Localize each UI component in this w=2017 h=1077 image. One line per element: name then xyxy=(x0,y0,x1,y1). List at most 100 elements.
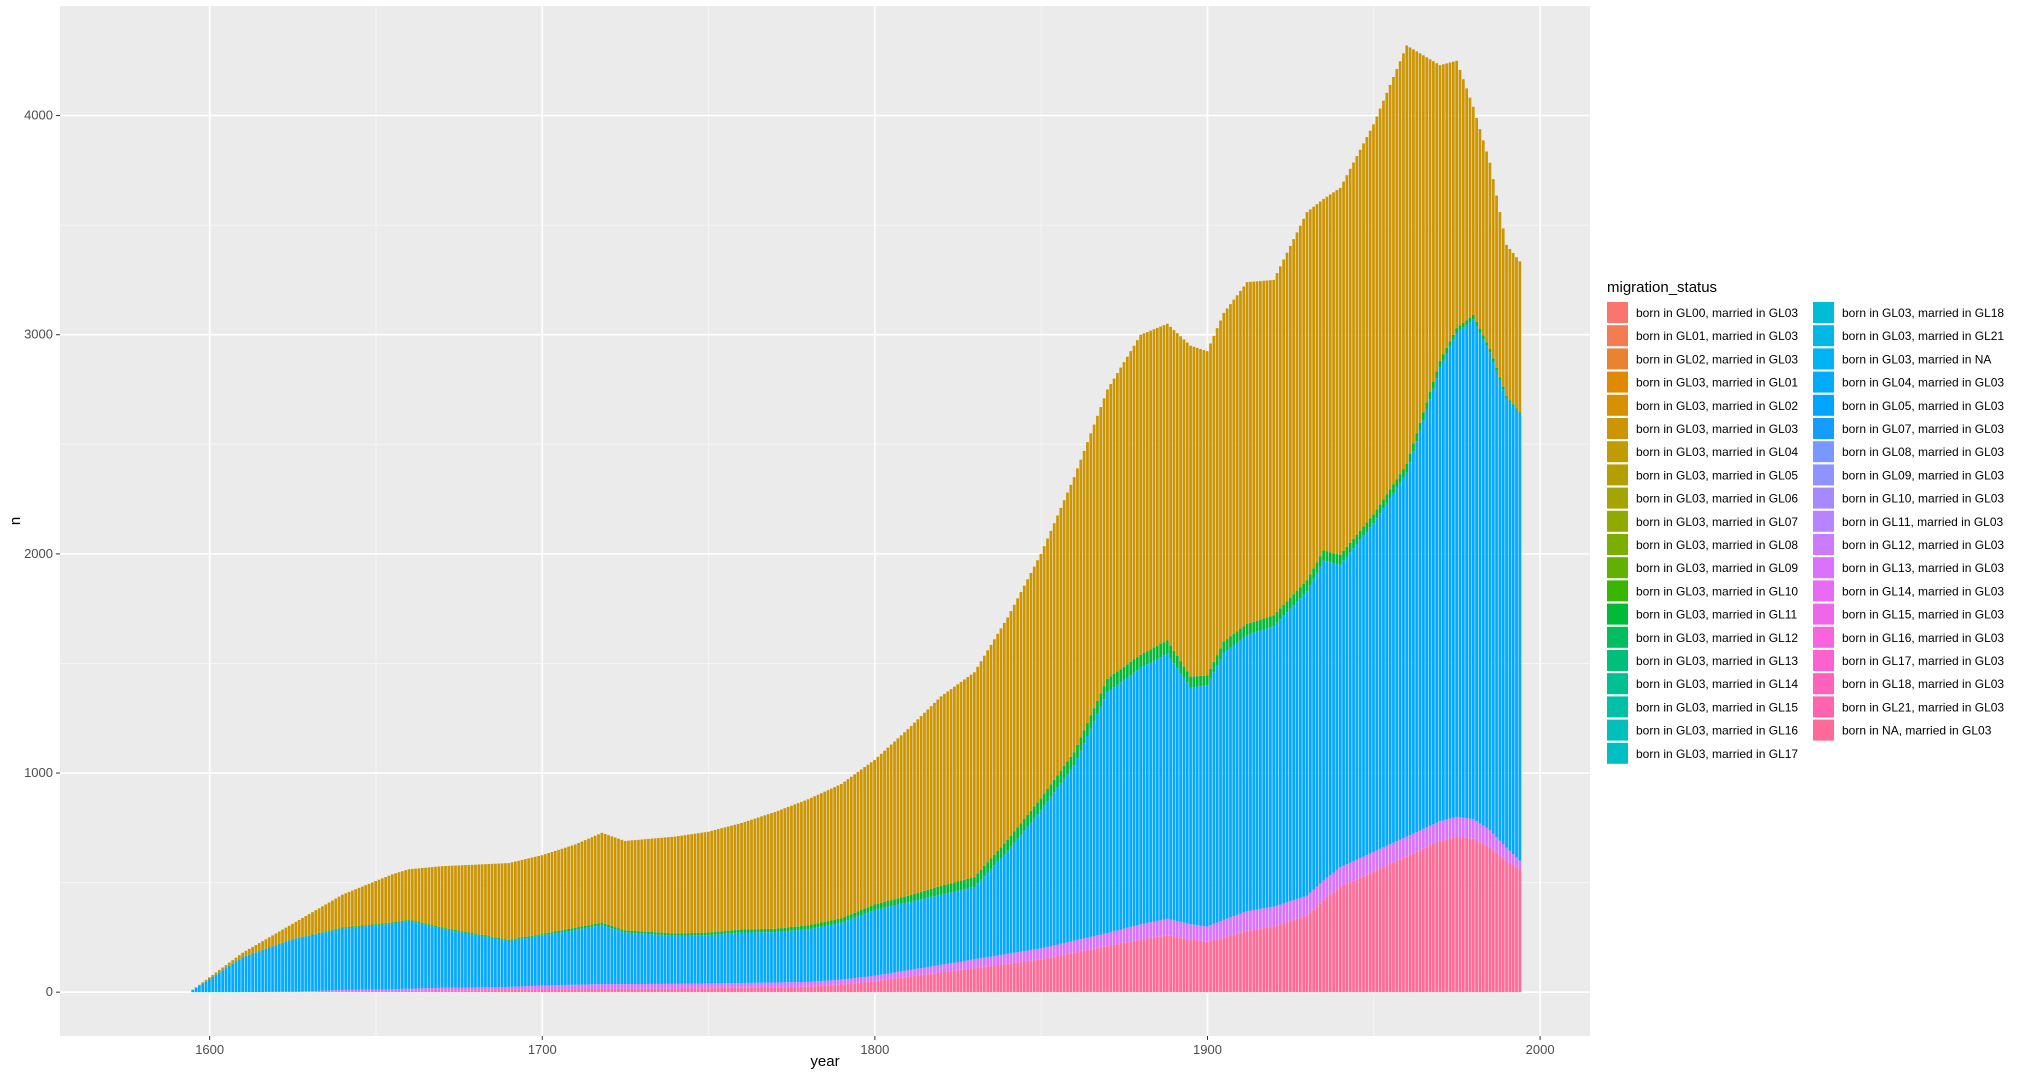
bar-segment xyxy=(1488,348,1492,353)
bar-segment xyxy=(886,906,890,974)
bar-segment xyxy=(1022,830,1026,952)
bar-segment xyxy=(507,939,511,941)
bar-segment xyxy=(1129,351,1133,662)
legend-swatch xyxy=(1813,603,1834,625)
bar-segment xyxy=(956,962,960,971)
bar-segment xyxy=(730,983,733,988)
bar-segment xyxy=(1185,938,1189,993)
bar-segment xyxy=(1139,924,1143,940)
bar-segment xyxy=(490,987,494,991)
bar-segment xyxy=(1505,396,1508,399)
bar-segment xyxy=(806,799,810,926)
bar-segment xyxy=(753,932,757,983)
bar-segment xyxy=(773,928,777,933)
bar-segment xyxy=(1285,612,1289,903)
bar-segment xyxy=(1022,819,1026,831)
bar-segment xyxy=(414,868,417,922)
bar-segment xyxy=(204,981,208,993)
bar-segment xyxy=(716,983,720,989)
bar-segment xyxy=(1056,515,1059,776)
bar-segment xyxy=(843,984,847,993)
bar-segment xyxy=(1009,953,1013,964)
bar-segment xyxy=(1046,801,1049,947)
bar-segment xyxy=(730,825,733,931)
bar-segment xyxy=(1179,921,1182,938)
bar-segment xyxy=(1445,353,1449,820)
legend-label: born in GL03, married in GL05 xyxy=(1636,468,1798,482)
bar-segment xyxy=(1209,668,1212,679)
bar-segment xyxy=(444,987,447,991)
bar-segment xyxy=(1252,909,1256,930)
bar-segment xyxy=(986,966,990,993)
bar-segment xyxy=(1205,926,1209,942)
bar-segment xyxy=(806,925,810,930)
bar-segment xyxy=(909,901,913,970)
bar-segment xyxy=(1212,661,1216,673)
bar-segment xyxy=(201,982,205,984)
bar-segment xyxy=(816,927,820,982)
bar-segment xyxy=(889,979,893,993)
bar-segment xyxy=(1491,179,1495,359)
bar-segment xyxy=(1185,671,1189,683)
bar-segment xyxy=(607,835,610,925)
bar-segment xyxy=(1272,926,1276,993)
bar-segment xyxy=(487,990,491,993)
bar-segment xyxy=(660,988,664,993)
bar-segment xyxy=(630,840,634,931)
bar-segment xyxy=(287,940,291,992)
bar-segment xyxy=(1515,408,1518,410)
bar-segment xyxy=(341,894,344,928)
bar-segment xyxy=(903,977,906,993)
bar-segment xyxy=(879,902,883,909)
bar-segment xyxy=(939,696,943,886)
bar-segment xyxy=(1412,451,1415,834)
bar-segment xyxy=(703,983,707,989)
bar-segment xyxy=(730,930,733,934)
bar-segment xyxy=(1458,325,1462,330)
bar-segment xyxy=(294,938,298,992)
bar-segment xyxy=(1252,632,1256,910)
bar-segment xyxy=(1491,833,1495,851)
bar-segment xyxy=(720,828,723,932)
bar-segment xyxy=(1378,848,1382,869)
bar-segment xyxy=(304,936,308,992)
bar-segment xyxy=(923,898,926,968)
bar-segment xyxy=(480,864,484,935)
bar-segment xyxy=(484,990,487,993)
bar-segment xyxy=(527,986,531,990)
bar-segment xyxy=(1385,503,1389,846)
bar-segment xyxy=(1262,629,1266,909)
bar-segment xyxy=(1159,643,1162,658)
bar-segment xyxy=(982,865,986,877)
bar-segment xyxy=(1145,664,1149,923)
bar-segment xyxy=(1298,917,1302,993)
bar-segment xyxy=(1149,330,1153,650)
bar-segment xyxy=(943,964,946,973)
bar-segment xyxy=(1026,961,1029,993)
bar-segment xyxy=(354,989,358,992)
bar-segment xyxy=(826,925,830,981)
bar-segment xyxy=(1069,941,1073,954)
bar-segment xyxy=(1086,950,1089,993)
bar-segment xyxy=(470,987,474,991)
bar-segment xyxy=(849,776,853,915)
bar-segment xyxy=(537,934,541,936)
bar-segment xyxy=(726,826,730,931)
legend-swatch xyxy=(1607,696,1628,718)
bar-segment xyxy=(420,988,424,991)
bar-segment xyxy=(706,983,710,989)
bar-segment xyxy=(903,896,906,904)
bar-segment xyxy=(537,935,541,986)
bar-segment xyxy=(680,983,684,989)
bar-segment xyxy=(686,983,690,989)
bar-segment xyxy=(1195,940,1199,993)
bar-segment xyxy=(257,951,261,993)
bar-segment xyxy=(221,970,225,993)
bar-segment xyxy=(1362,856,1365,877)
bar-segment xyxy=(1026,579,1029,815)
bar-segment xyxy=(583,840,587,926)
bar-segment xyxy=(1388,497,1392,845)
bar-segment xyxy=(946,963,950,972)
bar-segment xyxy=(899,971,903,978)
bar-segment xyxy=(1175,921,1179,938)
